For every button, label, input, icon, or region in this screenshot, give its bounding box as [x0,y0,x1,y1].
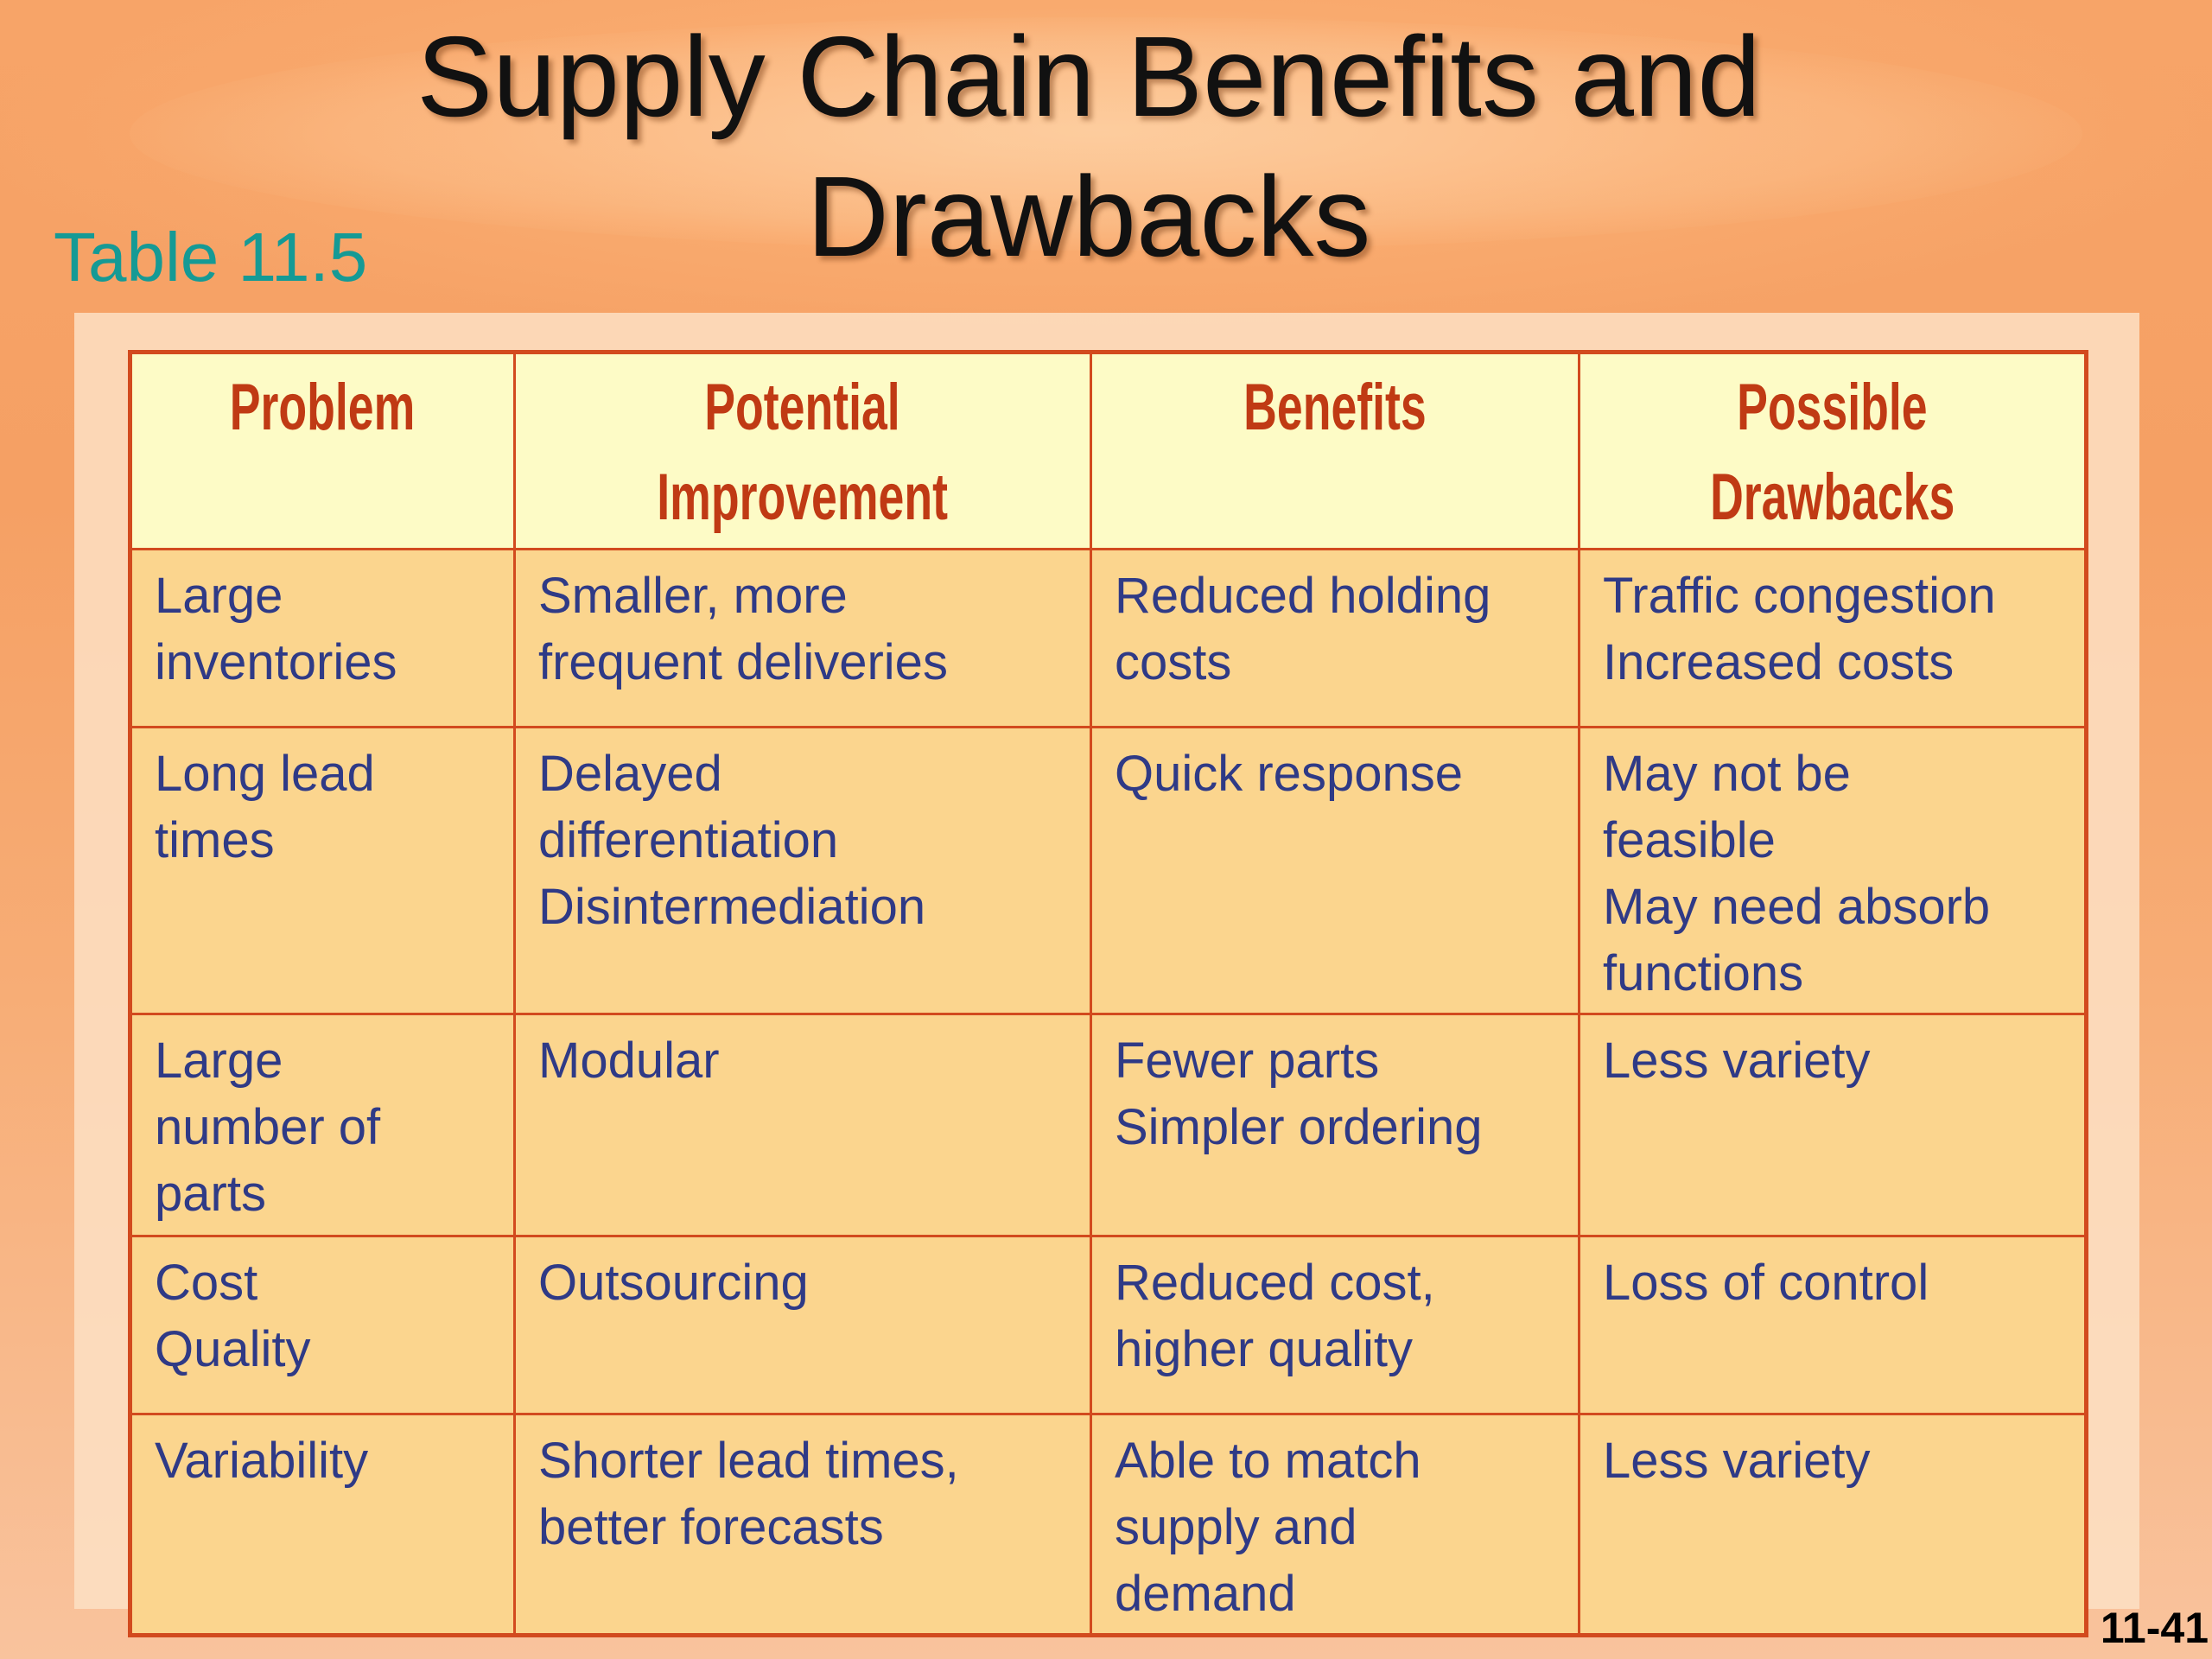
cell-line: Loss of control [1603,1254,1929,1311]
cell-line: differentiation [538,812,839,869]
header-line: Benefits [1243,371,1427,444]
cell-line: Quality [155,1320,311,1377]
cell-line: Quick response [1115,746,1463,803]
table-row: Long lead times Delayed differentiation Disi… [129,726,2088,1016]
cell-line: Able to match [1115,1432,1421,1489]
cell-possible-drawbacks: Loss of control [1578,1234,2088,1415]
header-line: Problem [230,371,416,444]
page-number: 11-41 [2100,1604,2209,1652]
cell-line: parts [155,1166,266,1223]
cell-problem: Cost Quality [129,1234,516,1415]
cell-line: Large [155,568,283,624]
slide-title-line2: Drawbacks [806,153,1371,280]
slide-title: Supply Chain Benefits and Drawbacks [0,7,2177,287]
cell-possible-drawbacks: Less variety [1578,1412,2088,1637]
cell-possible-drawbacks: Less variety [1578,1013,2088,1237]
cell-possible-drawbacks: Traffic congestion Increased costs [1578,547,2088,729]
table-label: Table 11.5 [54,219,368,296]
slide-title-line1: Supply Chain Benefits and [416,13,1761,140]
cell-benefits: Quick response [1090,726,1580,1016]
table-row: Cost Quality Outsourcing Reduced cost, highe… [129,1234,2088,1415]
cell-problem: Large inventories [129,547,516,729]
header-text: Benefits [1226,363,1444,543]
cell-line: times [155,812,275,869]
cell-potential-improvement: Modular [513,1013,1092,1237]
cell-possible-drawbacks: May not be feasible May need absorb functio… [1578,726,2088,1016]
cell-line: Fewer parts [1115,1033,1380,1090]
cell-line: better forecasts [538,1498,884,1555]
header-potential-improvement: Potential Improvement [513,351,1092,550]
header-problem: Problem [129,351,516,550]
header-benefits: Benefits [1090,351,1580,550]
cell-line: Disintermediation [538,879,926,936]
header-line: Improvement [657,461,949,534]
cell-benefits: Reduced holding costs [1090,547,1580,729]
cell-line: Long lead [155,746,375,803]
cell-potential-improvement: Smaller, more frequent deliveries [513,547,1092,729]
cell-line: Traffic congestion [1603,568,1996,624]
benefits-drawbacks-table: Problem Potential Improvement Benefits Po… [128,350,2088,1637]
cell-line: Increased costs [1603,634,1955,690]
cell-benefits: Able to match supply and demand [1090,1412,1580,1637]
header-line: Drawbacks [1709,461,1955,534]
cell-potential-improvement: Shorter lead times, better forecasts [513,1412,1092,1637]
header-text: Possible Drawbacks [1687,363,1978,543]
cell-line: number of [155,1099,381,1156]
cell-line: May need absorb [1603,879,1991,936]
table-row: Variability Shorter lead times, better for… [129,1412,2088,1637]
cell-line: Reduced cost, [1115,1254,1435,1311]
cell-line: May not be [1603,746,1851,803]
cell-line: Cost [155,1254,258,1311]
cell-line: Variability [155,1432,369,1489]
cell-problem: Long lead times [129,726,516,1016]
cell-line: inventories [155,634,397,690]
cell-line: Outsourcing [538,1254,809,1311]
table-row: Large number of parts Modular Fewer parts Sim… [129,1013,2088,1237]
cell-line: higher quality [1115,1320,1413,1377]
cell-line: Simpler ordering [1115,1099,1483,1156]
cell-line: functions [1603,945,1804,1002]
cell-line: Modular [538,1033,720,1090]
cell-benefits: Reduced cost, higher quality [1090,1234,1580,1415]
cell-potential-improvement: Delayed differentiation Disintermediation [513,726,1092,1016]
cell-line: frequent deliveries [538,634,948,690]
cell-line: Delayed [538,746,722,803]
cell-line: Large [155,1033,283,1090]
header-text: Problem [213,363,433,543]
cell-potential-improvement: Outsourcing [513,1234,1092,1415]
cell-line: demand [1115,1565,1296,1622]
cell-line: Less variety [1603,1432,1871,1489]
cell-line: feasible [1603,812,1776,869]
header-possible-drawbacks: Possible Drawbacks [1578,351,2088,550]
cell-line: Shorter lead times, [538,1432,959,1489]
header-text: Potential Improvement [630,363,976,543]
cell-benefits: Fewer parts Simpler ordering [1090,1013,1580,1237]
cell-line: Less variety [1603,1033,1871,1090]
cell-line: Reduced holding [1115,568,1491,624]
table-header-row: Problem Potential Improvement Benefits Po… [129,351,2088,550]
header-line: Possible [1737,371,1928,444]
header-line: Potential [704,371,901,444]
cell-problem: Variability [129,1412,516,1637]
cell-line: supply and [1115,1498,1357,1555]
table-row: Large inventories Smaller, more frequent de… [129,547,2088,729]
cell-problem: Large number of parts [129,1013,516,1237]
title-glow [130,17,2082,251]
cell-line: Smaller, more [538,568,848,624]
cell-line: costs [1115,634,1232,690]
